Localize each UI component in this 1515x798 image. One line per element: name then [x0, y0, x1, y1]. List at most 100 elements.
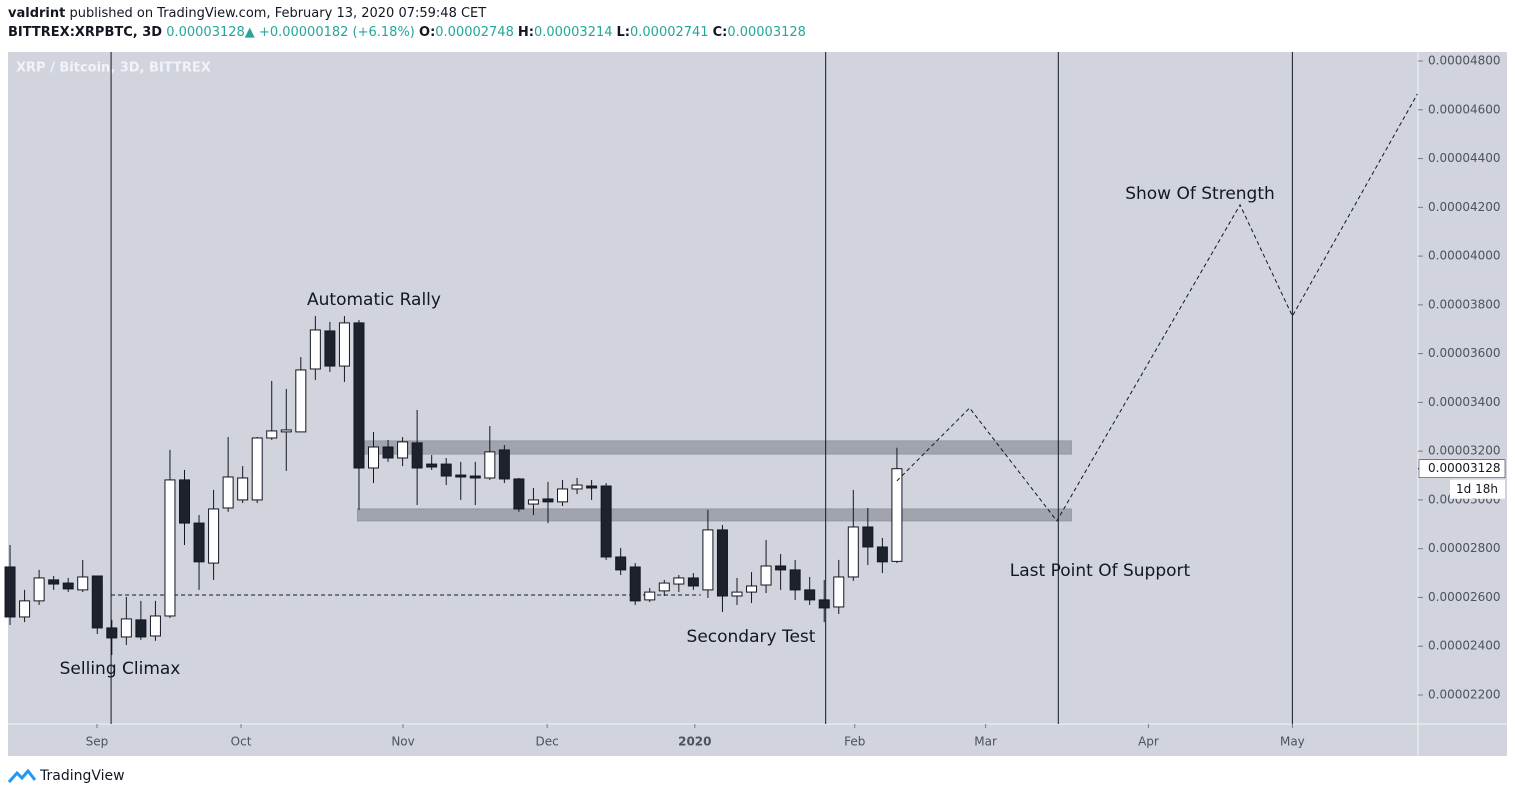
y-tick-label: 0.00002600: [1428, 590, 1501, 604]
ohlc: O:0.00002748 H:0.00003214 L:0.00002741 C:0.…: [419, 25, 810, 40]
ohlc-label: C:: [712, 25, 728, 40]
candle-body: [557, 488, 569, 503]
annotation: Automatic Rally: [307, 290, 441, 310]
candle-body: [106, 627, 118, 639]
candle-body: [760, 565, 772, 586]
candle-body: [600, 485, 612, 558]
candle-body: [775, 565, 787, 571]
candle-body: [120, 618, 132, 638]
candle-body: [280, 429, 292, 433]
x-tick-label: Oct: [231, 735, 252, 749]
candle-body: [251, 437, 263, 501]
ohlc-value: 0.00003128: [727, 25, 806, 40]
projection: [896, 93, 1418, 522]
candle-body: [368, 446, 380, 469]
candle-body: [222, 476, 234, 509]
y-tick-label: 0.00004800: [1428, 54, 1501, 68]
candle-body: [542, 498, 554, 503]
candle-body: [149, 615, 161, 637]
y-tick-label: 0.00002800: [1428, 541, 1501, 555]
candle-body: [876, 546, 888, 563]
y-tick-label: 0.00004600: [1428, 102, 1501, 116]
candle-body: [135, 619, 147, 638]
candle-body: [615, 556, 627, 571]
candle-body: [847, 526, 859, 578]
zone: [357, 440, 1072, 455]
candle-body: [644, 591, 656, 601]
chart-background: [8, 52, 1507, 756]
change: +0.00000182 (+6.18%): [258, 25, 415, 40]
candle-body: [19, 600, 31, 618]
x-tick-label: Apr: [1138, 735, 1159, 749]
x-tick-label: Mar: [974, 735, 997, 749]
x-tick-label: Nov: [391, 735, 414, 749]
y-tick-label: 0.00002400: [1428, 639, 1501, 653]
x-tick-label: 2020: [678, 735, 711, 749]
candle-body: [324, 330, 336, 367]
countdown-box: [1450, 479, 1505, 499]
candle-body: [571, 484, 583, 490]
y-tick-label: 0.00002200: [1428, 687, 1501, 701]
candle-body: [789, 569, 801, 591]
candle-body: [629, 566, 641, 602]
brand: TradingView: [40, 768, 125, 784]
candle-body: [818, 599, 830, 609]
watermark-title: XRP / Bitcoin, 3D, BITTREX: [16, 61, 211, 76]
candle-body: [208, 508, 220, 564]
x-tick-label: Dec: [535, 735, 558, 749]
annotation: Last Point Of Support: [1010, 561, 1191, 581]
candle-body: [266, 430, 278, 439]
candle-body: [513, 478, 525, 510]
countdown: 1d 18h: [1456, 482, 1498, 496]
candle-body: [673, 577, 685, 585]
author: valdrint: [8, 6, 66, 21]
candle-body: [33, 577, 45, 602]
candle-body: [527, 499, 539, 505]
y-tick-label: 0.00004200: [1428, 200, 1501, 214]
candle-body: [164, 479, 176, 617]
zone: [357, 508, 1072, 522]
candle-body: [833, 576, 845, 608]
x-tick-label: Sep: [86, 735, 109, 749]
header-line-2: BITTREX:XRPBTC, 3D 0.00003128▲ +0.000001…: [8, 25, 810, 40]
y-tick-label: 0.00003200: [1428, 444, 1501, 458]
candle-body: [62, 582, 74, 590]
candle-body: [455, 474, 467, 478]
published: published on TradingView.com, February 1…: [69, 6, 487, 21]
ohlc-value: 0.00002748: [435, 25, 514, 40]
candle-body: [804, 589, 816, 601]
candle-body: [586, 485, 598, 489]
ohlc-label: L:: [616, 25, 630, 40]
annotation: Selling Climax: [60, 659, 181, 679]
candle-body: [498, 449, 510, 480]
y-tick-label: 0.00004000: [1428, 249, 1501, 263]
candle-body: [91, 575, 103, 629]
candle-body: [469, 475, 481, 479]
candle-body: [295, 369, 307, 433]
candle-body: [338, 322, 350, 367]
candle-body: [237, 477, 249, 501]
candle-body: [731, 591, 743, 597]
candle-body: [193, 522, 205, 563]
candle-body: [891, 468, 903, 562]
logo-icon: [8, 768, 36, 783]
annotation: Secondary Test: [687, 627, 816, 647]
ohlc-value: 0.00003214: [533, 25, 613, 40]
candle-body: [716, 529, 728, 597]
candle-body: [309, 329, 321, 370]
x-tick-label: Feb: [844, 735, 865, 749]
candle-body: [746, 585, 758, 593]
candle-body: [862, 526, 874, 548]
candle-body: [353, 322, 365, 469]
candle-body: [48, 579, 60, 585]
candle-body: [4, 566, 16, 618]
x-tick-label: May: [1280, 735, 1305, 749]
candle-body: [426, 463, 438, 468]
candle-body: [687, 577, 699, 587]
last-price-box: [1418, 459, 1506, 478]
y-tick-label: 0.00003800: [1428, 297, 1501, 311]
footer: TradingView: [8, 768, 125, 784]
candle-body: [658, 582, 670, 592]
candle-body: [382, 446, 394, 459]
